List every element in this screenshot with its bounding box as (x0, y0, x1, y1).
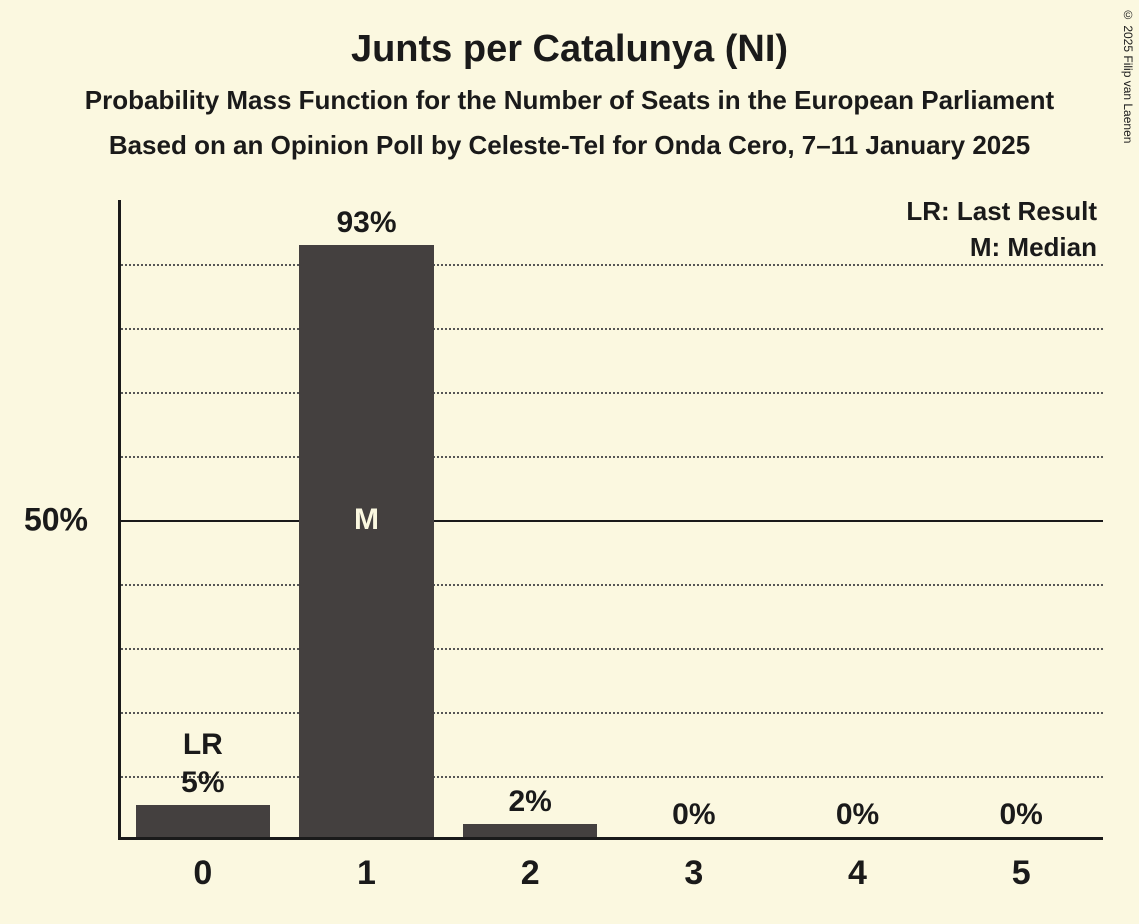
bar-lr-label: LR (183, 728, 223, 762)
bar-value-label: 0% (999, 798, 1042, 832)
grid-line (121, 584, 1103, 586)
grid-line (121, 264, 1103, 266)
bar (136, 805, 270, 837)
x-tick-label: 0 (193, 854, 212, 893)
chart-subtitle-1: Probability Mass Function for the Number… (0, 71, 1139, 116)
x-tick-label: 3 (684, 854, 703, 893)
bar-value-label: 0% (672, 798, 715, 832)
bar-median-label: M (354, 503, 379, 537)
bar-value-label: 0% (836, 798, 879, 832)
chart-subtitle-2: Based on an Opinion Poll by Celeste-Tel … (0, 116, 1139, 161)
chart-plot-area: LR: Last Result M: Median 50%5%LR093%M12… (118, 200, 1103, 840)
grid-line (121, 776, 1103, 778)
legend-lr: LR: Last Result (906, 196, 1097, 227)
x-tick-label: 1 (357, 854, 376, 893)
grid-line (121, 712, 1103, 714)
copyright-text: © 2025 Filip van Laenen (1121, 8, 1135, 143)
x-tick-label: 5 (1012, 854, 1031, 893)
bar-value-label: 2% (508, 785, 551, 819)
bar (463, 824, 597, 837)
grid-line (121, 392, 1103, 394)
grid-line-major (121, 520, 1103, 522)
grid-line (121, 648, 1103, 650)
x-axis (118, 837, 1103, 840)
bar-value-label: 93% (336, 206, 396, 240)
bar-value-label: 5% (181, 766, 224, 800)
grid-line (121, 328, 1103, 330)
bar (299, 245, 433, 837)
x-tick-label: 4 (848, 854, 867, 893)
legend-m: M: Median (970, 232, 1097, 263)
chart-title: Junts per Catalunya (NI) (0, 0, 1139, 71)
grid-line (121, 456, 1103, 458)
y-tick-label: 50% (24, 502, 88, 539)
x-tick-label: 2 (521, 854, 540, 893)
